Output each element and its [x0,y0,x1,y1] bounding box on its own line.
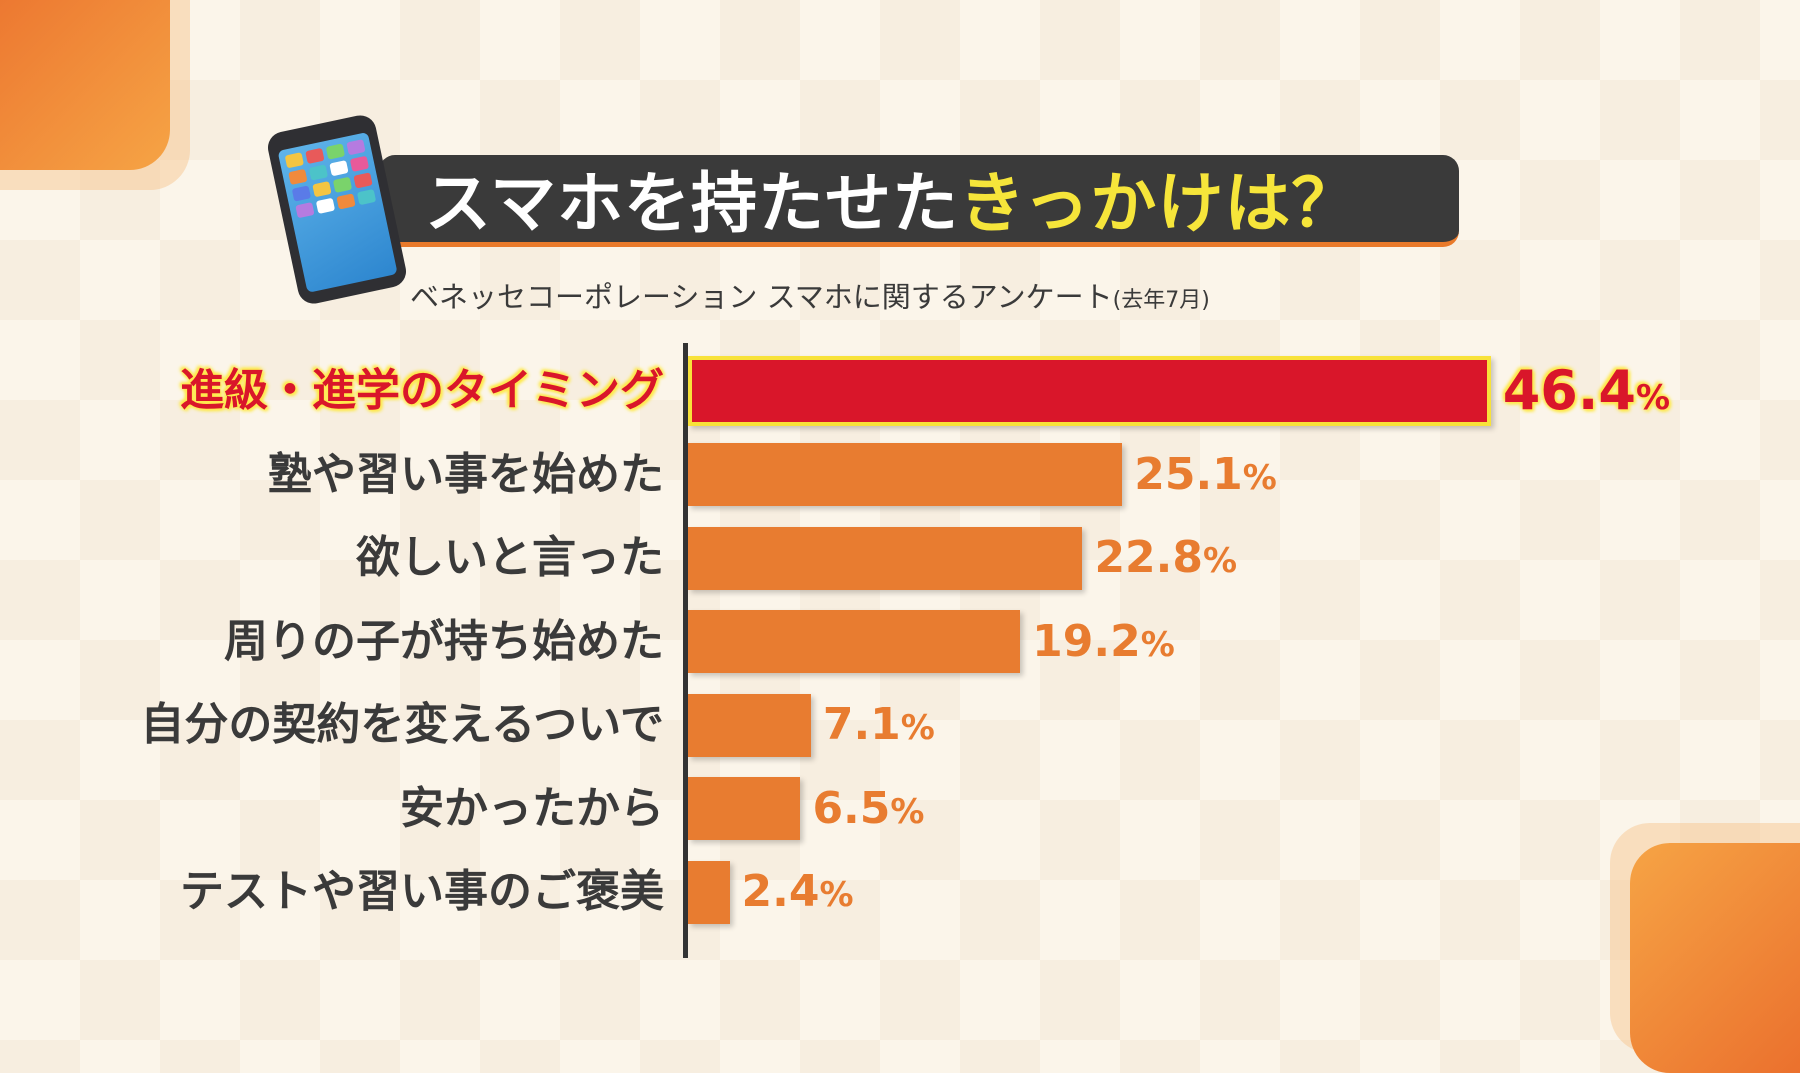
bar [688,610,1021,673]
data-label-unit: % [900,708,935,748]
data-label: 7.1% [823,695,935,758]
data-label: 22.8% [1094,528,1237,591]
data-label-value: 19.2 [1032,615,1141,667]
app-icon [305,147,325,165]
app-icon [349,155,370,172]
app-icon [288,168,308,186]
data-label-unit: % [1242,457,1277,498]
data-label-value: 2.4 [741,866,820,917]
data-label-unit: % [819,875,854,915]
title-highlight: きっかけは？ [959,165,1359,242]
app-icon [315,197,336,214]
y-axis-line [683,343,688,958]
data-label: 19.2% [1032,612,1175,675]
bar [688,693,811,757]
data-label-value: 6.5 [812,782,891,834]
bar [688,777,801,840]
smartphone-icon [265,112,409,307]
title-banner [379,155,1459,247]
data-label-value: 46.4 [1502,359,1636,422]
category-label: 自分の契約を変えるついで [140,699,664,750]
data-label-value: 22.8 [1094,532,1203,583]
category-label: 周りの子が持ち始めた [224,615,664,667]
decor-corner-bottom-right [1630,843,1800,1073]
data-label-value: 25.1 [1134,448,1243,500]
data-label-unit: % [890,791,925,832]
decor-corner-top-left [0,0,170,170]
category-label: 進級・進学のタイミング [180,365,664,416]
app-icon [325,143,346,160]
data-label: 25.1% [1134,445,1277,508]
app-icon [329,160,349,177]
app-icon [356,188,377,206]
chart-title: スマホを持たせたきっかけは？ [425,158,1358,250]
app-icon [312,181,332,198]
app-icon [295,202,315,219]
data-label-unit: % [1203,541,1238,581]
app-icon [346,139,366,156]
data-label: 6.5% [812,779,924,842]
chart-subtitle: ベネッセコーポレーション スマホに関するアンケート(去年7月) [410,274,1210,316]
app-icon [308,164,329,181]
bar [688,443,1123,506]
data-label: 46.4% [1503,361,1670,428]
data-label-value: 7.1 [822,699,901,750]
category-label: 安かったから [400,782,664,834]
bar [688,860,730,924]
subtitle-date: (去年7月) [1112,288,1210,313]
app-icon [353,172,373,189]
bar [688,356,1491,426]
data-label-unit: % [1140,624,1175,665]
app-icon [291,185,312,202]
data-label: 2.4% [742,862,854,925]
category-label: 欲しいと言った [356,532,664,583]
category-label: 塾や習い事を始めた [268,448,664,500]
app-icon [336,193,356,210]
app-icon [332,176,353,193]
category-label: テストや習い事のご褒美 [180,866,664,917]
bar [688,526,1083,590]
subtitle-source: ベネッセコーポレーション スマホに関するアンケート [410,280,1113,314]
data-label-unit: % [1635,378,1671,418]
app-icon [284,152,305,169]
title-main: スマホを持たせた [425,165,960,242]
